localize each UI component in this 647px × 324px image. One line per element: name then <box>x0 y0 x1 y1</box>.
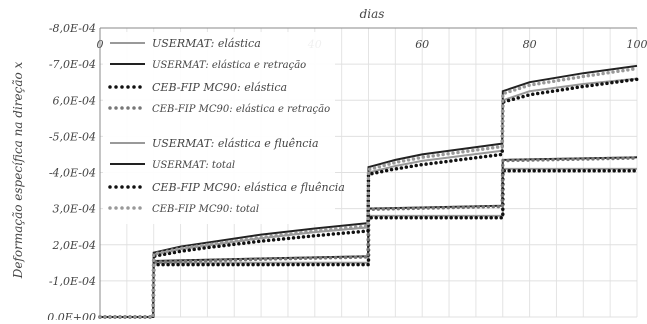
legend-label: CEB-FIP MC90: total <box>152 204 259 215</box>
y-tick-label: -8,0E-04 <box>49 22 96 35</box>
legend-label: USERMAT: total <box>152 160 235 171</box>
legend-label: CEB-FIP MC90: elástica e retração <box>152 104 330 115</box>
x-tick-label: 0 <box>97 38 104 51</box>
x-tick-label: 100 <box>627 38 647 51</box>
legend-label: USERMAT: elástica e fluência <box>152 137 319 150</box>
y-tick-label: -5,0E-04 <box>49 130 96 143</box>
legend-label: CEB-FIP MC90: elástica e fluência <box>152 181 345 194</box>
legend-label: USERMAT: elástica e retração <box>152 60 306 71</box>
x-tick-label: 80 <box>523 38 537 51</box>
y-tick-label: 6,0E-04 <box>53 94 96 107</box>
chart-title: dias <box>360 7 385 21</box>
y-axis-label: Deformação específica na direção x <box>11 61 25 279</box>
y-tick-label: 2,0E-04 <box>52 239 96 252</box>
legend-label: USERMAT: elástica <box>152 37 261 50</box>
y-tick-label: -4,0E-04 <box>49 167 96 180</box>
y-tick-label: 3,0E-04 <box>53 203 96 216</box>
y-tick-label: -7,0E-04 <box>49 58 96 71</box>
legend-label: CEB-FIP MC90: elástica <box>152 81 287 94</box>
x-tick-label: 60 <box>415 38 429 51</box>
y-tick-label: 0,0E+00 <box>47 311 96 320</box>
y-tick-label: -1,0E-04 <box>49 275 96 288</box>
